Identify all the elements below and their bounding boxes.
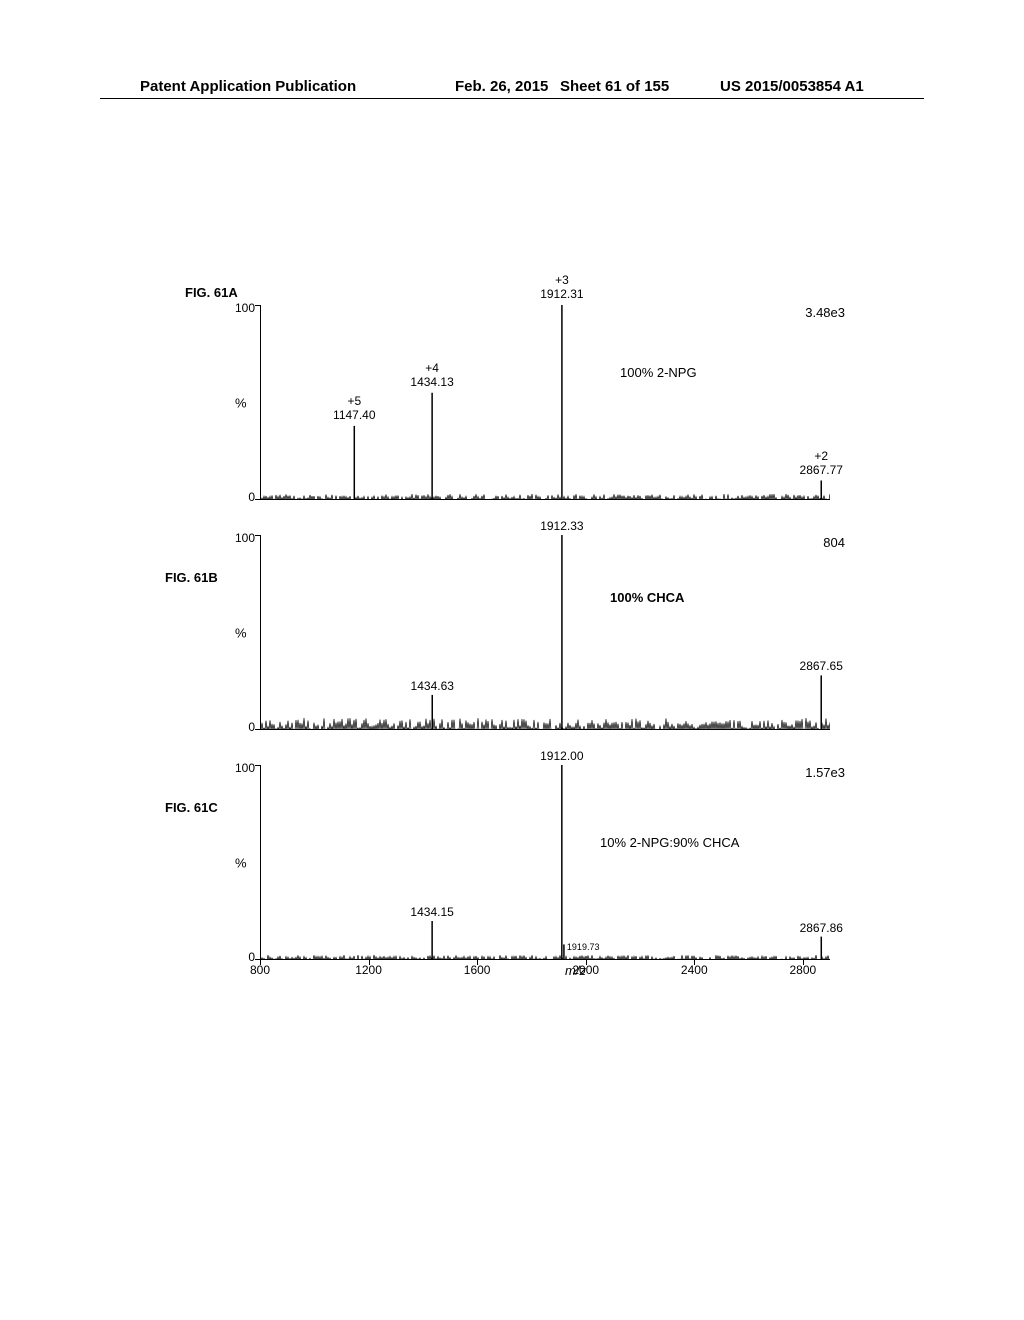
panel-c: 100 0 % 1.57e3 10% 2-NPG:90% CHCA 1434.1… (185, 740, 845, 970)
spectrum-b (260, 535, 830, 730)
ytick-100-c: 100 (235, 761, 255, 775)
xlabel: m/z (565, 963, 586, 978)
header-publication: Patent Application Publication (140, 78, 356, 95)
intensity-c: 1.57e3 (805, 765, 845, 780)
peak-label: 2867.65 (793, 659, 849, 673)
ylabel-c: % (235, 855, 247, 870)
xtick-mark (369, 960, 370, 965)
ytick-0-c: 0 (248, 950, 255, 964)
xtick-mark (803, 960, 804, 965)
figure-container: FIG. 61A FIG. 61B FIG. 61C 100 0 % 3.48e… (185, 280, 845, 970)
peak-label: 1434.15 (404, 905, 460, 919)
chart-area-c: 100 0 % 1.57e3 10% 2-NPG:90% CHCA 1434.1… (260, 765, 830, 960)
xtick-label: 1200 (355, 963, 382, 977)
chart-area-b: 100 0 % 804 100% CHCA 1434.631912.332867… (260, 535, 830, 730)
header-docnum: US 2015/0053854 A1 (720, 78, 864, 95)
ytick-100-b: 100 (235, 531, 255, 545)
ylabel-a: % (235, 395, 247, 410)
panel-b: 100 0 % 804 100% CHCA 1434.631912.332867… (185, 510, 845, 740)
peak-label: 1912.00 (534, 749, 590, 763)
ytick-0-b: 0 (248, 720, 255, 734)
condition-b: 100% CHCA (610, 590, 684, 605)
chart-area-a: 100 0 % 3.48e3 100% 2-NPG +51147.40+4143… (260, 305, 830, 500)
peak-label: +31912.31 (534, 273, 590, 302)
header-rule (100, 98, 924, 99)
xtick-label: 2400 (681, 963, 708, 977)
xtick-mark (477, 960, 478, 965)
peak-label: +22867.77 (793, 449, 849, 478)
intensity-b: 804 (823, 535, 845, 550)
intensity-a: 3.48e3 (805, 305, 845, 320)
peak-label: 2867.86 (793, 921, 849, 935)
xtick-mark (260, 960, 261, 965)
peak-label: 1912.33 (534, 519, 590, 533)
peak-label: 1434.63 (404, 679, 460, 693)
condition-c: 10% 2-NPG:90% CHCA (600, 835, 739, 850)
condition-a: 100% 2-NPG (620, 365, 697, 380)
xtick-label: 800 (250, 963, 270, 977)
xtick-label: 2800 (789, 963, 816, 977)
ytick-0-a: 0 (248, 490, 255, 504)
xtick-mark (694, 960, 695, 965)
xtick-label: 1600 (464, 963, 491, 977)
peak-label: +51147.40 (326, 394, 382, 423)
peak-label: +41434.13 (404, 361, 460, 390)
header-date: Feb. 26, 2015 (455, 78, 548, 95)
ytick-100-a: 100 (235, 301, 255, 315)
ylabel-b: % (235, 625, 247, 640)
panel-a: 100 0 % 3.48e3 100% 2-NPG +51147.40 +4143… (185, 280, 845, 510)
spectrum-c (260, 765, 830, 960)
header-sheet: Sheet 61 of 155 (560, 78, 669, 95)
peak-label: 1919.73 (567, 942, 600, 952)
